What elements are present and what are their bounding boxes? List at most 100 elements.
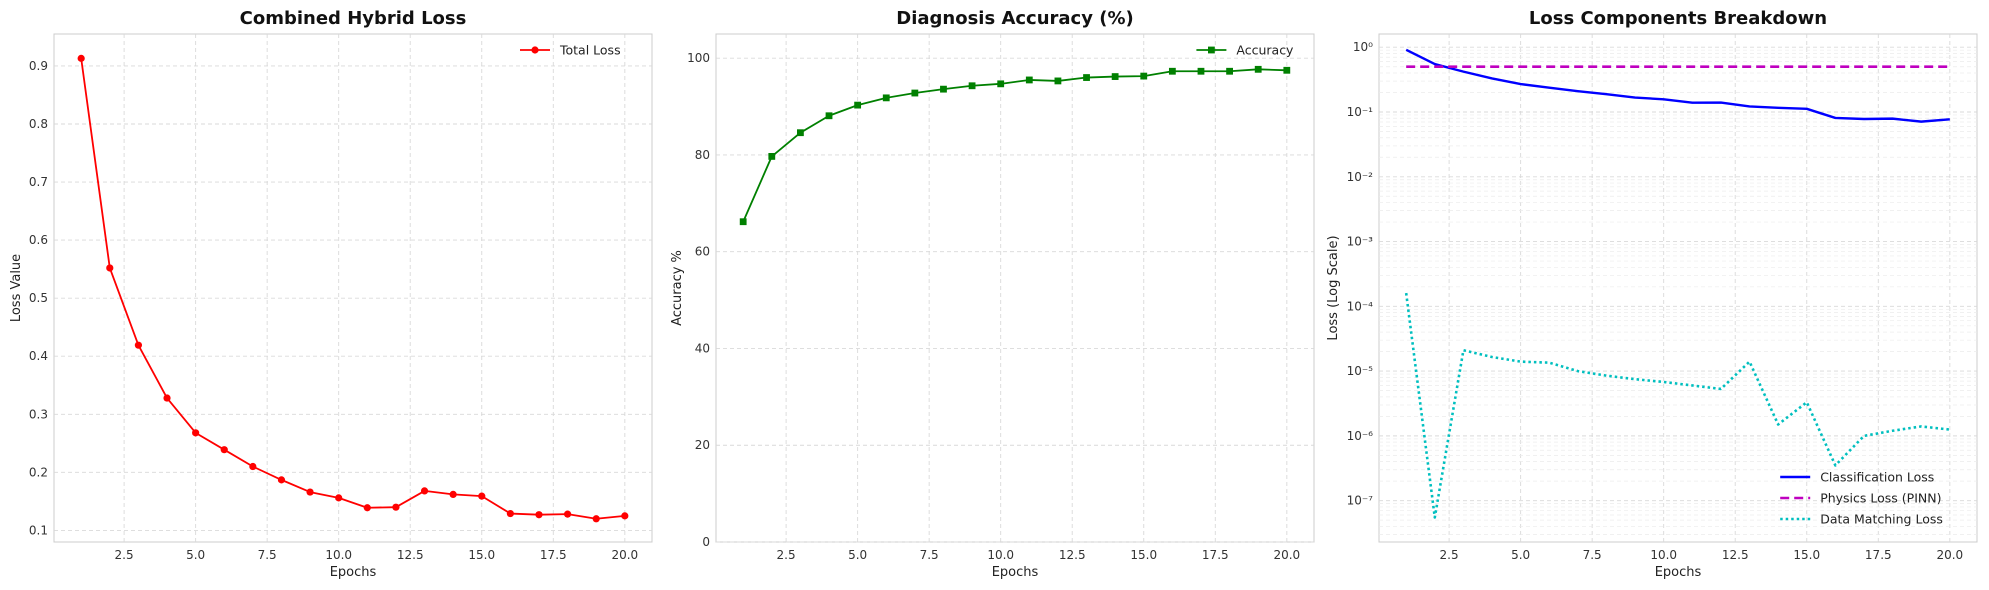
x-axis-label: Epochs bbox=[992, 565, 1039, 580]
data-point bbox=[134, 341, 143, 349]
y-tick-label: 0.1 bbox=[29, 523, 48, 537]
x-tick-label: 20.0 bbox=[1936, 548, 1963, 562]
legend-marker bbox=[531, 46, 539, 54]
y-tick-label: 0.9 bbox=[29, 59, 48, 73]
data-point bbox=[825, 112, 833, 120]
data-point bbox=[592, 515, 600, 523]
y-tick-label: 10⁻² bbox=[1347, 170, 1374, 184]
chart-panel-combined-loss: 2.5 5.0 7.5 10.0 12.5 15.0 17.5 20.0 0.10.20.30… bbox=[9, 8, 653, 580]
legend-marker bbox=[1208, 46, 1215, 54]
data-point bbox=[306, 488, 314, 496]
data-point bbox=[563, 510, 572, 518]
data-point bbox=[1111, 73, 1119, 80]
data-point bbox=[77, 54, 85, 62]
data-point bbox=[220, 446, 228, 454]
data-point bbox=[1168, 67, 1176, 75]
x-tick-label: 2.5 bbox=[777, 548, 796, 562]
y-tick-label: 0.3 bbox=[29, 407, 48, 421]
series-line bbox=[1404, 292, 1950, 519]
data-point bbox=[1054, 77, 1062, 85]
y-tick-label: 60 bbox=[695, 245, 710, 259]
x-tick-label: 7.5 bbox=[258, 548, 277, 562]
data-point bbox=[420, 487, 429, 495]
x-tick-label: 5.0 bbox=[1511, 548, 1530, 562]
x-tick-label: 7.5 bbox=[1583, 548, 1602, 562]
series-line bbox=[80, 58, 625, 520]
y-tick-label: 0.6 bbox=[29, 233, 48, 247]
x-tick-label: 20.0 bbox=[1273, 548, 1300, 562]
data-point bbox=[911, 89, 919, 97]
grid-lines bbox=[716, 34, 1314, 543]
legend: Accuracy bbox=[1196, 43, 1294, 58]
x-tick-labels: 2.5 5.0 7.5 10.0 12.5 15.0 17.5 20.0 bbox=[777, 548, 1301, 562]
data-point bbox=[1025, 76, 1033, 84]
y-tick-label: 10⁻⁴ bbox=[1347, 299, 1374, 313]
chart-panel-accuracy: 2.5 5.0 7.5 10.0 12.5 15.0 17.5 20.0 0 20 40 60 80 1… bbox=[670, 8, 1315, 580]
legend-label: Data Matching Loss bbox=[1820, 512, 1943, 527]
series-line bbox=[1405, 48, 1950, 123]
data-point bbox=[768, 153, 776, 160]
x-tick-labels: 2.5 5.0 7.5 10.0 12.5 15.0 17.5 20.0 bbox=[115, 548, 639, 562]
data-point bbox=[392, 503, 400, 511]
data-point bbox=[335, 494, 343, 502]
x-tick-label: 2.5 bbox=[115, 548, 134, 562]
x-tick-labels: 2.5 5.0 7.5 10.0 12.5 15.0 17.5 20.0 bbox=[1440, 548, 1964, 562]
data-point bbox=[449, 490, 457, 498]
data-point bbox=[163, 394, 171, 402]
plot-area bbox=[715, 33, 1315, 543]
y-tick-label: 80 bbox=[695, 148, 710, 162]
y-tick-label: 10⁻¹ bbox=[1347, 105, 1374, 119]
data-point bbox=[535, 511, 543, 519]
data-point bbox=[106, 264, 114, 272]
y-tick-labels: 0 20 40 60 80 100 bbox=[687, 51, 710, 549]
data-series bbox=[1404, 48, 1950, 519]
chart-title: Loss Components Breakdown bbox=[1529, 8, 1827, 29]
x-tick-label: 17.5 bbox=[1865, 548, 1892, 562]
y-tick-label: 0 bbox=[702, 535, 710, 549]
y-tick-labels: 10⁰ 10⁻¹ 10⁻² 10⁻³ 10⁻⁴ 10⁻⁵ 10⁻⁶ 10⁻⁷ bbox=[1347, 40, 1374, 507]
x-tick-label: 5.0 bbox=[186, 548, 205, 562]
legend: Classification Loss Physics Loss (PINN) Da… bbox=[1780, 470, 1943, 527]
x-tick-label: 15.0 bbox=[468, 548, 495, 562]
data-point bbox=[940, 85, 947, 93]
chart-panel-loss-components: 2.5 5.0 7.5 10.0 12.5 15.0 17.5 20.0 10⁰ 10⁻¹ 10⁻… bbox=[1326, 8, 1978, 580]
data-series bbox=[739, 65, 1291, 226]
data-series bbox=[77, 54, 629, 523]
data-point bbox=[1283, 66, 1291, 74]
chart-title: Combined Hybrid Loss bbox=[240, 8, 467, 29]
data-point bbox=[997, 80, 1005, 88]
data-point bbox=[1226, 67, 1233, 75]
y-tick-label: 100 bbox=[687, 51, 710, 65]
y-tick-label: 0.4 bbox=[29, 349, 48, 363]
data-point bbox=[797, 129, 804, 137]
x-tick-label: 7.5 bbox=[920, 548, 939, 562]
y-tick-labels: 0.1 0.2 0.3 0.4 0.5 0.6 0.7 0.8 0.9 bbox=[29, 59, 48, 537]
y-tick-label: 0.7 bbox=[29, 175, 48, 189]
y-tick-label: 10⁻⁵ bbox=[1347, 364, 1374, 378]
x-tick-label: 12.5 bbox=[397, 548, 424, 562]
data-point bbox=[277, 476, 286, 484]
x-tick-label: 17.5 bbox=[540, 548, 567, 562]
y-axis-label: Loss (Log Scale) bbox=[1326, 235, 1341, 340]
y-tick-label: 10⁻³ bbox=[1347, 235, 1374, 249]
x-tick-label: 12.5 bbox=[1059, 548, 1086, 562]
y-tick-label: 0.8 bbox=[29, 117, 48, 131]
x-tick-label: 5.0 bbox=[848, 548, 867, 562]
x-tick-label: 10.0 bbox=[325, 548, 352, 562]
data-point bbox=[968, 82, 976, 90]
data-point bbox=[192, 429, 200, 437]
x-tick-label: 17.5 bbox=[1202, 548, 1229, 562]
y-tick-label: 40 bbox=[695, 341, 710, 355]
y-tick-label: 0.2 bbox=[29, 465, 48, 479]
data-point bbox=[249, 462, 257, 471]
data-point bbox=[363, 504, 371, 512]
data-point bbox=[854, 101, 862, 109]
x-tick-label: 15.0 bbox=[1130, 548, 1157, 562]
legend: Total Loss bbox=[520, 43, 621, 58]
data-point bbox=[1254, 65, 1262, 73]
x-tick-label: 10.0 bbox=[1650, 548, 1677, 562]
y-tick-label: 20 bbox=[695, 438, 710, 452]
y-axis-label: Loss Value bbox=[9, 254, 24, 322]
y-tick-label: 10⁻⁶ bbox=[1347, 429, 1374, 443]
